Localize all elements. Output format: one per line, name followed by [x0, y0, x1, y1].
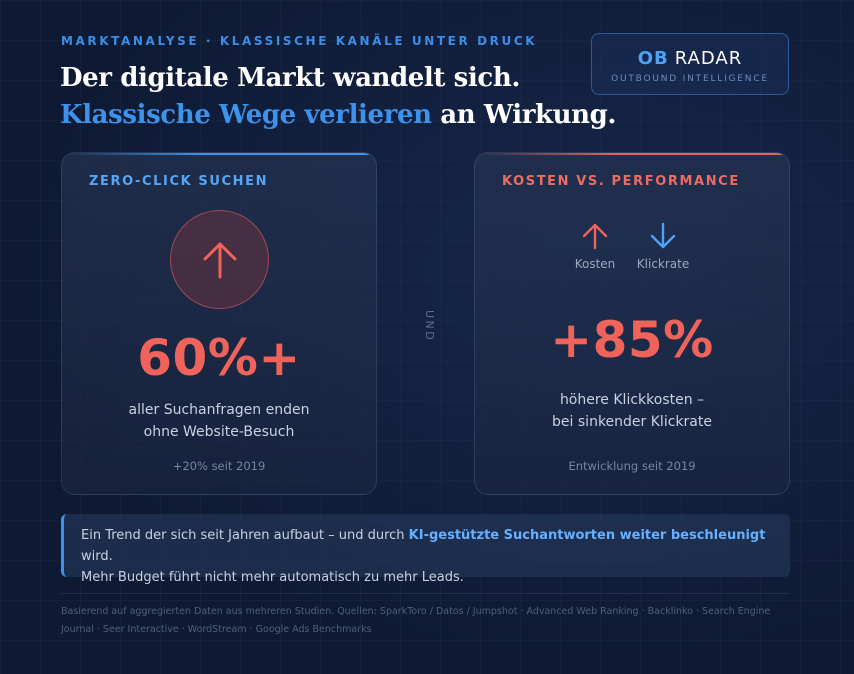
arrow-up-badge — [170, 210, 269, 309]
zero-click-desc-line-2: ohne Website-Besuch — [143, 424, 295, 440]
zero-click-card: ZERO-CLICK SUCHEN 60%+ aller Suchanfrage… — [61, 152, 377, 495]
zero-click-footnote: +20% seit 2019 — [172, 459, 266, 473]
cost-performance-title: KOSTEN VS. PERFORMANCE — [502, 174, 740, 189]
callout-line-2: Mehr Budget führt nicht mehr automatisch… — [81, 570, 464, 585]
cost-performance-card: KOSTEN VS. PERFORMANCE Kosten Klickrate … — [474, 152, 790, 495]
divider — [61, 593, 790, 594]
brand-name: OB RADAR — [592, 48, 788, 69]
zero-click-value: 60%+ — [137, 329, 301, 387]
ctr-trend-label: Klickrate — [636, 257, 690, 271]
sources-note: Basierend auf aggregierten Daten aus meh… — [61, 606, 771, 635]
cost-performance-description: höhere Klickkosten – bei sinkender Klick… — [475, 389, 789, 433]
headline-accent: Klassische Wege verlieren — [60, 100, 432, 130]
headline-line-2: Klassische Wege verlieren an Wirkung. — [60, 97, 616, 134]
cost-performance-desc-line-2: bei sinkender Klickrate — [552, 414, 712, 430]
separator-label: UND — [423, 309, 436, 343]
brand-prefix: OB — [637, 48, 669, 69]
trend-callout: Ein Trend der sich seit Jahren aufbaut –… — [61, 514, 790, 585]
headline-line-1: Der digitale Markt wandelt sich. — [60, 63, 520, 93]
ctr-trend: Klickrate — [633, 222, 693, 271]
brand-title: RADAR — [674, 48, 743, 69]
callout-text-after: wird. — [81, 549, 113, 564]
cost-performance-value: +85% — [550, 311, 714, 369]
headline-rest: an Wirkung. — [431, 100, 617, 130]
cost-performance-footnote: Entwicklung seit 2019 — [568, 459, 696, 473]
brand-badge: OB RADAR OUTBOUND INTELLIGENCE — [591, 33, 789, 95]
zero-click-desc-line-1: aller Suchanfragen enden — [128, 402, 310, 418]
arrow-down-icon — [650, 222, 676, 249]
arrow-up-icon — [203, 242, 237, 279]
cost-trend-label: Kosten — [574, 257, 616, 271]
callout-text-before: Ein Trend der sich seit Jahren aufbaut –… — [81, 528, 409, 543]
callout-highlight: KI-gestützte Suchantworten weiter beschl… — [408, 528, 766, 543]
zero-click-description: aller Suchanfragen enden ohne Website-Be… — [62, 399, 376, 443]
cost-trend: Kosten — [565, 222, 625, 271]
zero-click-title: ZERO-CLICK SUCHEN — [89, 174, 269, 189]
brand-subtitle: OUTBOUND INTELLIGENCE — [611, 74, 769, 84]
arrow-up-icon — [582, 223, 608, 250]
cost-performance-desc-line-1: höhere Klickkosten – — [559, 392, 705, 408]
callout-line-1: Ein Trend der sich seit Jahren aufbaut –… — [81, 525, 774, 567]
kicker-label: MARKTANALYSE · KLASSISCHE KANÄLE UNTER D… — [61, 34, 538, 48]
headline: Der digitale Markt wandelt sich. Klassis… — [60, 60, 616, 134]
